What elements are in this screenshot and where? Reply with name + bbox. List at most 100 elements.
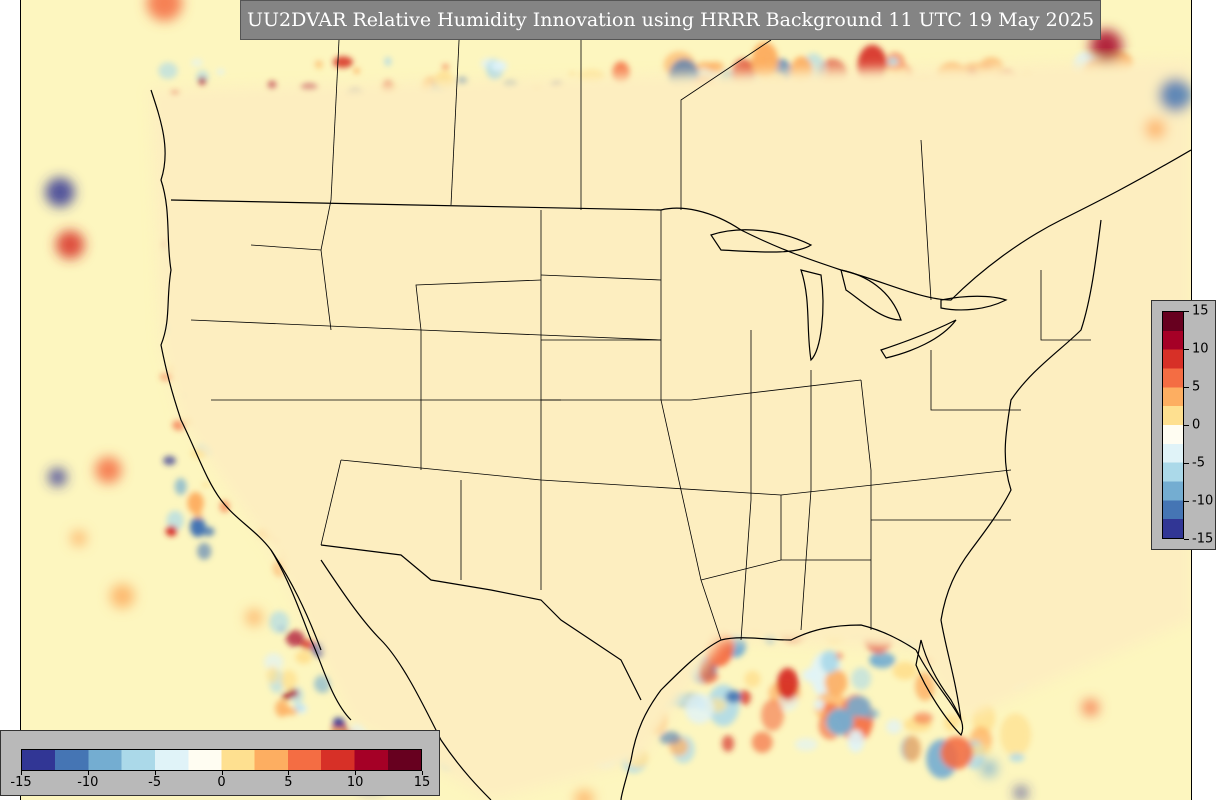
innovation-blob bbox=[886, 719, 902, 734]
innovation-blob bbox=[264, 653, 284, 671]
innovation-blob bbox=[870, 658, 881, 667]
innovation-blob bbox=[198, 77, 207, 86]
innovation-blob bbox=[165, 525, 178, 537]
innovation-blob-ocean bbox=[95, 456, 122, 484]
innovation-blob bbox=[751, 731, 773, 753]
innovation-blob bbox=[903, 735, 921, 762]
colorbar-vertical-tick-label: 5 bbox=[1192, 379, 1201, 395]
innovation-blob bbox=[490, 60, 507, 72]
innovation-blob bbox=[814, 699, 825, 710]
innovation-blob bbox=[384, 57, 392, 66]
colorbar-horizontal-tickmark bbox=[21, 771, 22, 775]
west-coastline bbox=[150, 89, 352, 721]
colorbar-vertical-tickmark bbox=[1184, 311, 1189, 312]
colorbar-horizontal-tickmark bbox=[422, 771, 423, 775]
innovation-blob bbox=[776, 667, 799, 700]
colorbar-vertical-tickmark bbox=[1184, 463, 1189, 464]
innovation-blob bbox=[940, 736, 974, 770]
innovation-blob bbox=[658, 731, 681, 745]
state-boundaries bbox=[190, 199, 1091, 641]
innovation-blob-ocean bbox=[1145, 118, 1166, 140]
innovation-blob bbox=[295, 650, 313, 664]
innovation-blob bbox=[294, 704, 306, 712]
colorbar-vertical-tick-label: 15 bbox=[1192, 303, 1209, 319]
baja-coastline bbox=[270, 549, 492, 800]
innovation-blob bbox=[266, 666, 279, 684]
innovation-blob-ocean bbox=[45, 177, 75, 207]
innovation-blob bbox=[269, 611, 290, 634]
innovation-map[interactable] bbox=[21, 0, 1191, 800]
east-coastline bbox=[915, 219, 1102, 721]
innovation-blob-ocean bbox=[245, 609, 263, 626]
innovation-blob-ocean bbox=[1158, 78, 1191, 112]
colorbar-horizontal: -15 -10 -5 0 5 10 15 bbox=[0, 730, 440, 796]
innovation-blob bbox=[568, 71, 576, 77]
innovation-blob bbox=[913, 712, 933, 725]
colorbar-vertical-tickmark bbox=[1184, 349, 1189, 350]
innovation-blob bbox=[282, 707, 299, 716]
innovation-blob bbox=[892, 661, 918, 680]
innovation-blob bbox=[887, 57, 899, 66]
innovation-blob bbox=[1000, 713, 1032, 757]
innovation-blob bbox=[442, 64, 449, 71]
innovation-blob bbox=[197, 542, 212, 560]
colorbar-vertical-tick-label: -15 bbox=[1192, 531, 1214, 547]
colorbar-horizontal-tickmark bbox=[154, 771, 156, 775]
colorbar-vertical-tickmark bbox=[1184, 387, 1189, 388]
colorbar-vertical-tick-label: -5 bbox=[1192, 455, 1205, 471]
colorbar-horizontal-gradient bbox=[21, 749, 422, 771]
map-boundaries bbox=[150, 89, 1191, 800]
innovation-blob bbox=[846, 695, 871, 717]
colorbar-horizontal-tick-label: 10 bbox=[346, 775, 364, 790]
innovation-blob bbox=[333, 56, 353, 68]
innovation-blob bbox=[802, 668, 817, 682]
colorbar-horizontal-tick-label: 0 bbox=[217, 775, 226, 790]
colorbar-vertical-tickmark bbox=[1184, 425, 1189, 426]
innovation-blob-ocean bbox=[55, 230, 85, 259]
innovation-blob bbox=[201, 482, 211, 488]
innovation-blob-ocean bbox=[48, 468, 67, 487]
lake-ontario bbox=[940, 295, 1008, 311]
innovation-blob bbox=[187, 492, 204, 514]
innovation-blob bbox=[285, 630, 305, 647]
innovation-blob bbox=[287, 689, 299, 698]
innovation-blob bbox=[969, 744, 992, 757]
innovation-blob bbox=[280, 670, 297, 690]
innovation-blob bbox=[190, 517, 206, 537]
innovation-blob bbox=[824, 669, 848, 696]
innovation-blob bbox=[820, 649, 839, 674]
florida-outline bbox=[915, 639, 964, 737]
innovation-blob bbox=[174, 478, 187, 495]
colorbar-vertical-tick-label: 0 bbox=[1192, 417, 1201, 433]
lake-erie bbox=[880, 319, 957, 359]
map-title: UU2DVAR Relative Humidity Innovation usi… bbox=[240, 0, 1101, 40]
innovation-blob bbox=[315, 65, 323, 71]
innovation-blob bbox=[721, 735, 735, 752]
colorbar-horizontal-tick-label: -10 bbox=[77, 775, 99, 790]
colorbar-vertical-tickmark bbox=[1184, 539, 1189, 540]
colorbar-horizontal-tick-label: 15 bbox=[413, 775, 431, 790]
map-frame[interactable] bbox=[20, 0, 1192, 800]
innovation-blob bbox=[216, 69, 225, 75]
lake-superior bbox=[710, 229, 813, 253]
innovation-blob bbox=[353, 67, 360, 74]
colorbar-horizontal-tickmark bbox=[87, 771, 89, 775]
innovation-blob-ocean bbox=[574, 789, 594, 800]
innovation-blob bbox=[707, 61, 724, 73]
innovation-blob bbox=[163, 455, 176, 466]
innovation-blob-ocean bbox=[1014, 786, 1028, 799]
colorbar-vertical: 15 10 5 0 -5 -10 -15 bbox=[1151, 300, 1216, 550]
innovation-blob-ocean bbox=[146, 0, 183, 21]
land-mask bbox=[151, 60, 1191, 800]
innovation-blob bbox=[751, 42, 779, 80]
colorbar-horizontal-tick-label: -15 bbox=[10, 775, 32, 790]
innovation-blob bbox=[1009, 753, 1025, 762]
innovation-blob bbox=[219, 500, 230, 513]
innovation-blob bbox=[851, 667, 872, 690]
innovation-blob bbox=[847, 729, 864, 753]
colorbar-vertical-tickmark bbox=[1184, 501, 1189, 502]
colorbar-horizontal-tickmark bbox=[288, 771, 290, 775]
colorbar-horizontal-tickmark bbox=[221, 771, 223, 775]
colorbar-vertical-tick-label: 10 bbox=[1192, 341, 1209, 357]
innovation-blob-ocean bbox=[981, 760, 997, 777]
